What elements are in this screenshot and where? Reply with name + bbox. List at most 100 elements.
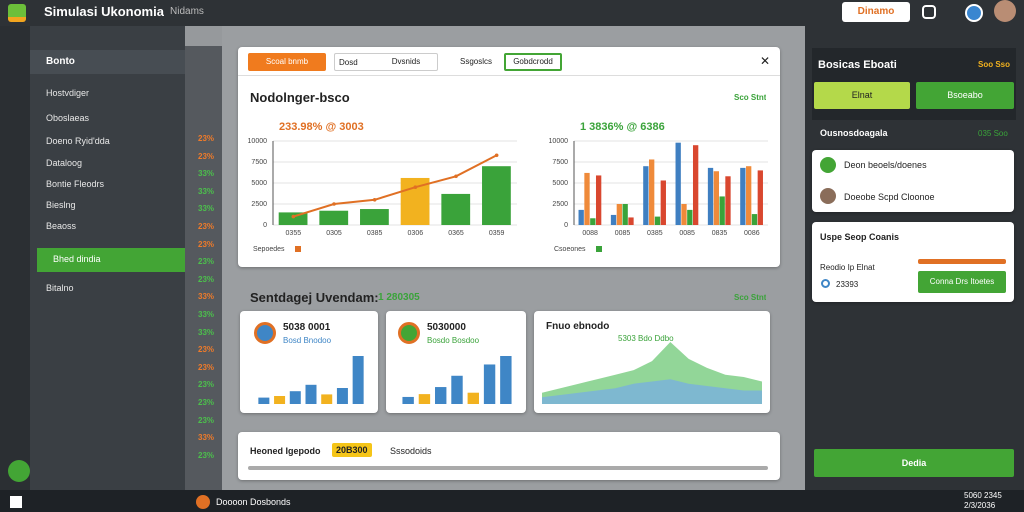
tab[interactable]: Dvsnids bbox=[391, 57, 421, 66]
mini-chart bbox=[258, 356, 364, 404]
point bbox=[413, 185, 418, 189]
rate: 33% bbox=[198, 204, 215, 214]
bar bbox=[289, 391, 301, 404]
bar bbox=[692, 145, 699, 225]
bar bbox=[418, 394, 431, 404]
taskbar bbox=[0, 490, 1024, 512]
row-icon bbox=[820, 157, 836, 173]
rate: 23% bbox=[198, 362, 215, 372]
avatar[interactable] bbox=[994, 0, 1016, 22]
action-button[interactable]: Dinamo bbox=[842, 2, 910, 22]
menu-item[interactable]: Bitalno bbox=[46, 283, 74, 293]
menu-item[interactable]: Oboslaeas bbox=[46, 113, 90, 123]
y-tick-label: 10000 bbox=[549, 138, 569, 145]
app-icon[interactable] bbox=[196, 495, 210, 509]
link[interactable]: 035 Soo bbox=[978, 129, 1008, 138]
y-tick-label: 0 bbox=[263, 222, 267, 229]
menu-item[interactable]: Bontie Fleodrs bbox=[46, 179, 105, 189]
bar bbox=[681, 204, 687, 225]
menu-item[interactable]: Bieslng bbox=[46, 200, 76, 210]
bar bbox=[649, 159, 655, 225]
bar bbox=[746, 166, 752, 225]
y-tick-label: 7500 bbox=[251, 159, 267, 166]
x-tick-label: 0835 bbox=[712, 230, 728, 237]
taskbar-app[interactable]: Doooon Dosbonds bbox=[216, 497, 291, 507]
rate: 23% bbox=[198, 151, 215, 161]
menu-item[interactable]: Beaoss bbox=[46, 221, 77, 231]
rate: 23% bbox=[198, 345, 215, 355]
bar bbox=[751, 214, 758, 225]
rate: 33% bbox=[198, 327, 215, 337]
menu-item[interactable]: Dataloog bbox=[46, 158, 83, 168]
card-value: 5030000 bbox=[427, 322, 466, 333]
link[interactable]: Sco Stnt bbox=[734, 93, 767, 102]
rate: 23% bbox=[198, 134, 215, 143]
app-title: Simulasi Ukonomia bbox=[44, 4, 164, 19]
tab[interactable]: Scoal bnmb bbox=[248, 53, 326, 71]
chart: 1 3836% @ 6386 0 2500 5000 7500 10000 0088 0085… bbox=[549, 121, 768, 253]
point bbox=[332, 202, 336, 206]
app-subtitle: Nidams bbox=[170, 6, 204, 17]
menu-item[interactable]: Bhed dindia bbox=[37, 248, 185, 272]
card-icon bbox=[398, 322, 420, 344]
progress-bar bbox=[248, 466, 768, 470]
rate: 33% bbox=[198, 433, 215, 443]
card-label: Reodio Ip Elnat bbox=[820, 263, 875, 272]
x-tick-label: 0088 bbox=[582, 230, 598, 237]
menu-item[interactable]: Hostvdiger bbox=[46, 88, 90, 98]
icon[interactable] bbox=[922, 5, 936, 19]
button[interactable]: Conna Drs Itoetes bbox=[918, 271, 1006, 293]
annotation: 1 3836% @ 6386 bbox=[580, 121, 665, 133]
card-title: Uspe Seop Coanis bbox=[820, 232, 900, 242]
y-tick-label: 10000 bbox=[248, 138, 268, 145]
bar bbox=[441, 193, 471, 225]
logo bbox=[8, 4, 26, 22]
mini-chart bbox=[402, 356, 512, 404]
bar bbox=[643, 166, 649, 225]
x-tick-label: 0365 bbox=[448, 230, 464, 237]
bar bbox=[616, 204, 622, 225]
rate: 23% bbox=[198, 450, 215, 460]
link[interactable]: Soo Sso bbox=[978, 60, 1011, 69]
y-tick-label: 0 bbox=[564, 222, 568, 229]
button[interactable]: Bsoeabo bbox=[916, 82, 1014, 109]
progress bbox=[918, 259, 1006, 264]
start-button[interactable] bbox=[10, 496, 22, 508]
bar bbox=[740, 167, 746, 225]
rate: 33% bbox=[198, 186, 215, 196]
y-tick-label: 2500 bbox=[251, 201, 267, 208]
section-badge: 1 280305 bbox=[378, 292, 420, 303]
radio[interactable] bbox=[821, 279, 830, 288]
x-tick-label: 0305 bbox=[326, 230, 342, 237]
panel-title: Nodolnger-bsco bbox=[250, 90, 350, 105]
rate: 23% bbox=[198, 274, 215, 284]
legend-label: Sepoedes bbox=[253, 246, 285, 253]
tab[interactable]: Dosd bbox=[334, 53, 438, 71]
chart: 233.98% @ 3003 0 2500 5000 7500 10000 0355 0305… bbox=[248, 121, 517, 253]
section-title: Ousnosdoagala bbox=[820, 128, 888, 138]
close-button[interactable]: ✕ bbox=[760, 54, 771, 68]
icon[interactable] bbox=[965, 4, 983, 22]
link[interactable]: Sco Stnt bbox=[734, 293, 767, 302]
tab[interactable]: Gobdcrodd bbox=[504, 53, 562, 71]
sidebar-header: Bonto bbox=[30, 50, 185, 74]
bar bbox=[500, 356, 512, 404]
bar bbox=[725, 176, 731, 225]
right-title: Bosicas Eboati bbox=[818, 59, 897, 71]
rate: 23% bbox=[198, 398, 215, 407]
x-tick-label: 0085 bbox=[615, 230, 631, 237]
button[interactable]: Dedia bbox=[814, 449, 1014, 477]
rate: 23% bbox=[198, 239, 215, 249]
chart-panel bbox=[238, 47, 780, 267]
bar bbox=[483, 364, 496, 404]
add-button[interactable] bbox=[8, 460, 30, 482]
tab[interactable]: Ssgoslcs bbox=[459, 57, 492, 66]
mini-chart bbox=[542, 342, 762, 404]
row-label[interactable]: Doeobe Scpd Cloonoe bbox=[844, 192, 935, 202]
icon-rail bbox=[0, 26, 30, 490]
menu-item[interactable]: Doeno Ryid'dda bbox=[46, 136, 110, 146]
point bbox=[372, 198, 377, 202]
button[interactable]: Elnat bbox=[814, 82, 910, 109]
row-label[interactable]: Deon beoels/doenes bbox=[844, 160, 927, 170]
